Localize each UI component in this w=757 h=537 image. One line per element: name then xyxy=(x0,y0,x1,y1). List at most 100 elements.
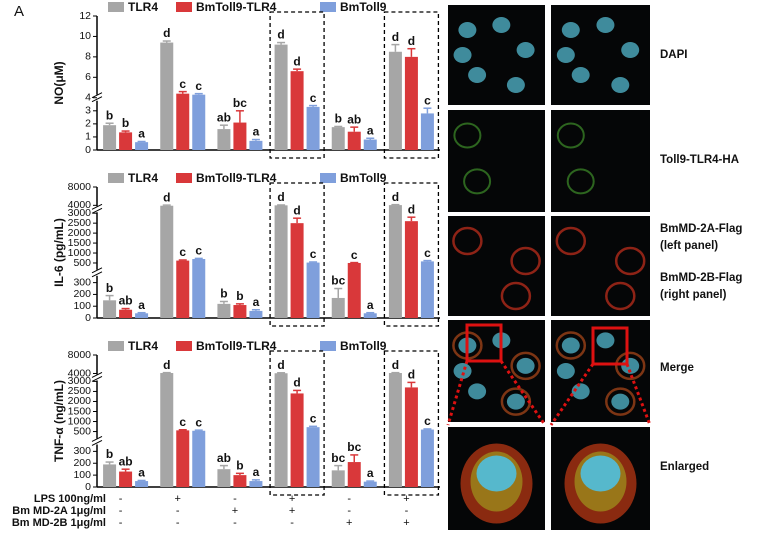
y-tick-label: 0 xyxy=(85,144,91,156)
significance-letter: a xyxy=(138,466,145,480)
nucleus xyxy=(468,383,487,400)
bar xyxy=(388,205,402,318)
axis-break xyxy=(91,92,103,99)
zoom-line xyxy=(549,363,595,426)
nucleus xyxy=(556,47,575,63)
treatment-sign: - xyxy=(347,493,351,505)
axis-break xyxy=(91,271,103,278)
cell xyxy=(500,281,532,311)
bar xyxy=(135,313,149,318)
micrograph xyxy=(448,216,545,316)
treatment-sign: + xyxy=(289,493,295,505)
axis-break xyxy=(91,203,103,210)
bar xyxy=(331,470,345,487)
significance-letter: c xyxy=(195,244,202,258)
significance-letter: c xyxy=(310,247,317,261)
treatment-sign: + xyxy=(232,505,238,517)
y-tick-label: 500 xyxy=(73,425,91,437)
bar xyxy=(103,125,117,150)
legend-label: TLR4 xyxy=(128,0,158,14)
y-tick-label: 200 xyxy=(73,457,91,469)
cell xyxy=(463,168,492,195)
significance-letter: a xyxy=(367,466,374,480)
treatment-sign: - xyxy=(290,517,294,529)
nucleus xyxy=(476,455,517,492)
treatment-sign: - xyxy=(405,505,409,517)
legend-swatch xyxy=(176,173,192,183)
bar xyxy=(420,261,434,318)
axis-break xyxy=(92,438,102,445)
row-label: DAPI xyxy=(660,49,687,61)
treatment-sign: - xyxy=(176,505,180,517)
zoom-line xyxy=(499,360,547,426)
legend-label: TLR4 xyxy=(128,339,158,353)
treatment-label: Bm MD-2B 1μg/ml xyxy=(12,517,106,529)
axis-break xyxy=(91,440,103,446)
cell xyxy=(510,351,541,381)
significance-letter: b xyxy=(106,108,113,122)
treatment-label: LPS 100ng/ml xyxy=(34,493,106,505)
significance-letter: b xyxy=(122,116,129,130)
highlight-box xyxy=(383,182,440,327)
bar xyxy=(404,221,418,318)
nucleus xyxy=(611,393,630,410)
y-tick-label: 6 xyxy=(85,71,91,83)
cell xyxy=(555,226,587,256)
highlight-box xyxy=(269,11,325,159)
y-tick-label: 10 xyxy=(79,30,91,42)
significance-letter: c xyxy=(424,93,431,107)
row-label: BmMD-2B-Flag xyxy=(660,272,742,284)
y-tick-label: 100 xyxy=(73,300,91,312)
row-label: Enlarged xyxy=(660,461,709,473)
bar xyxy=(176,93,190,150)
bar xyxy=(233,122,247,150)
legend-label: BmToll9 xyxy=(340,0,387,14)
treatment-sign: + xyxy=(403,517,409,529)
nucleus xyxy=(458,22,477,38)
panel-label: A xyxy=(14,3,24,20)
bar xyxy=(103,464,117,487)
significance-letter: ab xyxy=(347,112,361,126)
significance-letter: d xyxy=(163,358,170,372)
micrograph xyxy=(448,110,545,212)
cell xyxy=(614,246,646,276)
bar xyxy=(233,475,247,487)
legend-swatch xyxy=(176,2,192,12)
significance-letter: d xyxy=(293,54,300,68)
nucleus xyxy=(571,67,590,83)
bar xyxy=(274,44,288,150)
bar xyxy=(404,56,418,151)
bar xyxy=(347,131,361,150)
bar xyxy=(404,387,418,487)
zoom-line xyxy=(625,363,652,426)
y-tick-label: 300 xyxy=(73,276,91,288)
significance-letter: b xyxy=(106,447,113,461)
significance-letter: d xyxy=(293,376,300,390)
nucleus xyxy=(596,332,615,349)
legend-swatch xyxy=(320,173,336,183)
treatment-label: Bm MD-2A 1μg/ml xyxy=(12,505,106,517)
legend-label: BmToll9-TLR4 xyxy=(196,0,277,14)
bar xyxy=(192,430,206,487)
y-axis-label: IL-6 (pg/mL) xyxy=(52,218,66,287)
axis-break xyxy=(91,371,103,378)
axis-break xyxy=(91,267,103,274)
nucleus xyxy=(453,363,472,379)
cell xyxy=(555,331,587,360)
axis-break xyxy=(91,436,103,442)
bar xyxy=(363,481,377,487)
nucleus xyxy=(516,42,535,58)
significance-letter: ab xyxy=(119,454,133,468)
significance-letter: d xyxy=(277,28,284,42)
bar xyxy=(119,471,133,487)
significance-letter: d xyxy=(392,30,399,44)
significance-letter: a xyxy=(367,123,374,137)
significance-letter: bc xyxy=(331,451,345,465)
legend-swatch xyxy=(320,341,336,351)
significance-letter: d xyxy=(408,34,415,48)
y-tick-label: 100 xyxy=(73,469,91,481)
treatment-sign: + xyxy=(346,517,352,529)
bar xyxy=(119,309,133,318)
significance-letter: a xyxy=(253,125,260,139)
significance-letter: ab xyxy=(217,110,231,124)
